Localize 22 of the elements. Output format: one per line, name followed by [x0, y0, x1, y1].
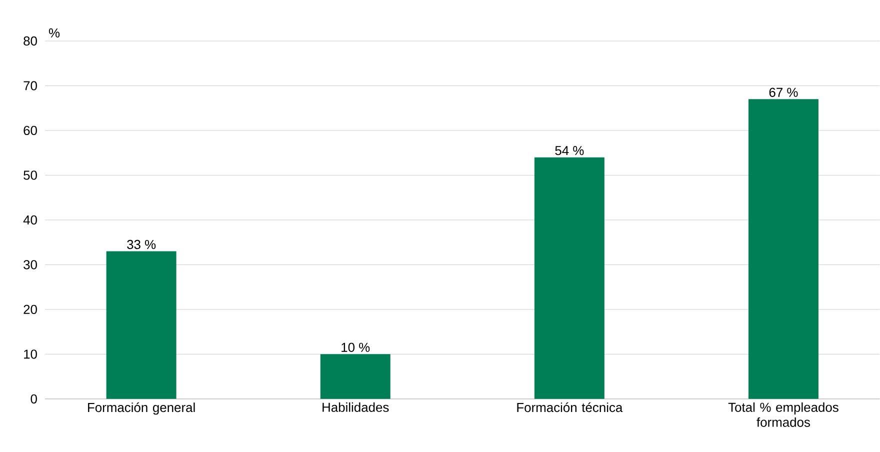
y-tick-label: 80 — [24, 36, 37, 46]
data-label: 33 % — [127, 240, 156, 250]
bar — [748, 99, 818, 399]
bar — [320, 354, 390, 399]
data-label: 10 % — [342, 342, 370, 352]
y-tick-label: 30 — [24, 260, 37, 270]
y-tick-label: 10 — [24, 350, 37, 359]
y-tick-label: 20 — [24, 304, 37, 314]
y-tick-label: 50 — [24, 170, 37, 180]
bar — [534, 157, 604, 399]
x-tick-label: Habilidades — [322, 402, 389, 412]
bar — [106, 251, 176, 399]
y-axis-title: % — [48, 28, 60, 38]
data-label: 67 % — [769, 88, 798, 97]
y-tick-label: 60 — [24, 126, 37, 136]
y-tick-label: 0 — [30, 394, 37, 404]
x-tick-label: Formación técnica — [517, 402, 623, 412]
x-tick-label: Formación general — [88, 402, 195, 415]
y-tick-label: 70 — [24, 81, 37, 90]
y-tick-label: 40 — [23, 215, 37, 225]
data-label: 54 % — [555, 146, 584, 156]
x-tick-label: Total % empleados formados — [728, 402, 838, 427]
